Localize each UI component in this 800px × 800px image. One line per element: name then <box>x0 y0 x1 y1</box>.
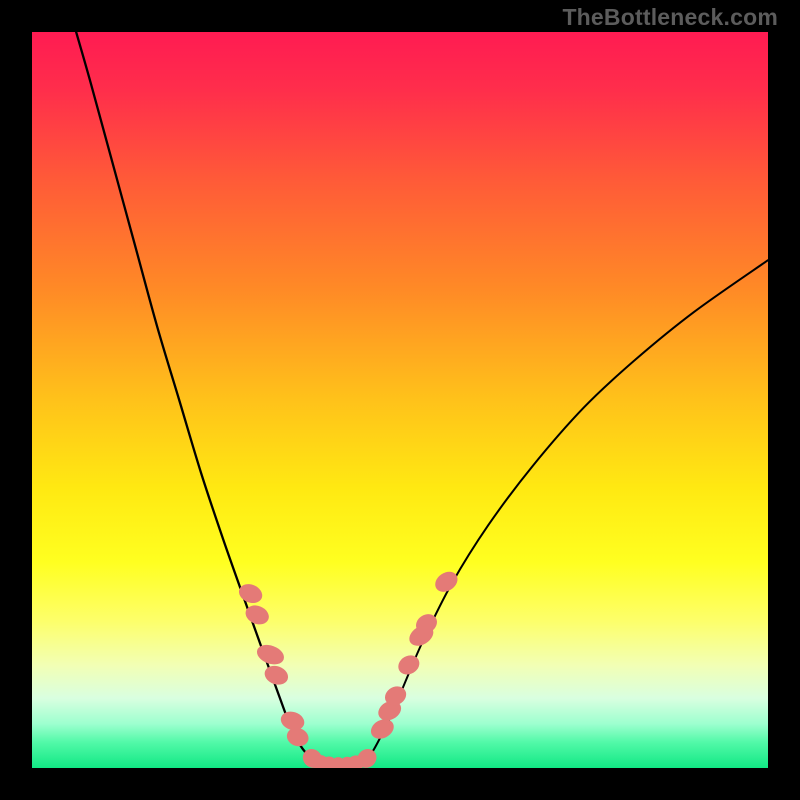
watermark-label: TheBottleneck.com <box>562 4 778 31</box>
chart-svg <box>0 0 800 800</box>
chart-frame: TheBottleneck.com <box>0 0 800 800</box>
plot-background <box>32 32 768 768</box>
